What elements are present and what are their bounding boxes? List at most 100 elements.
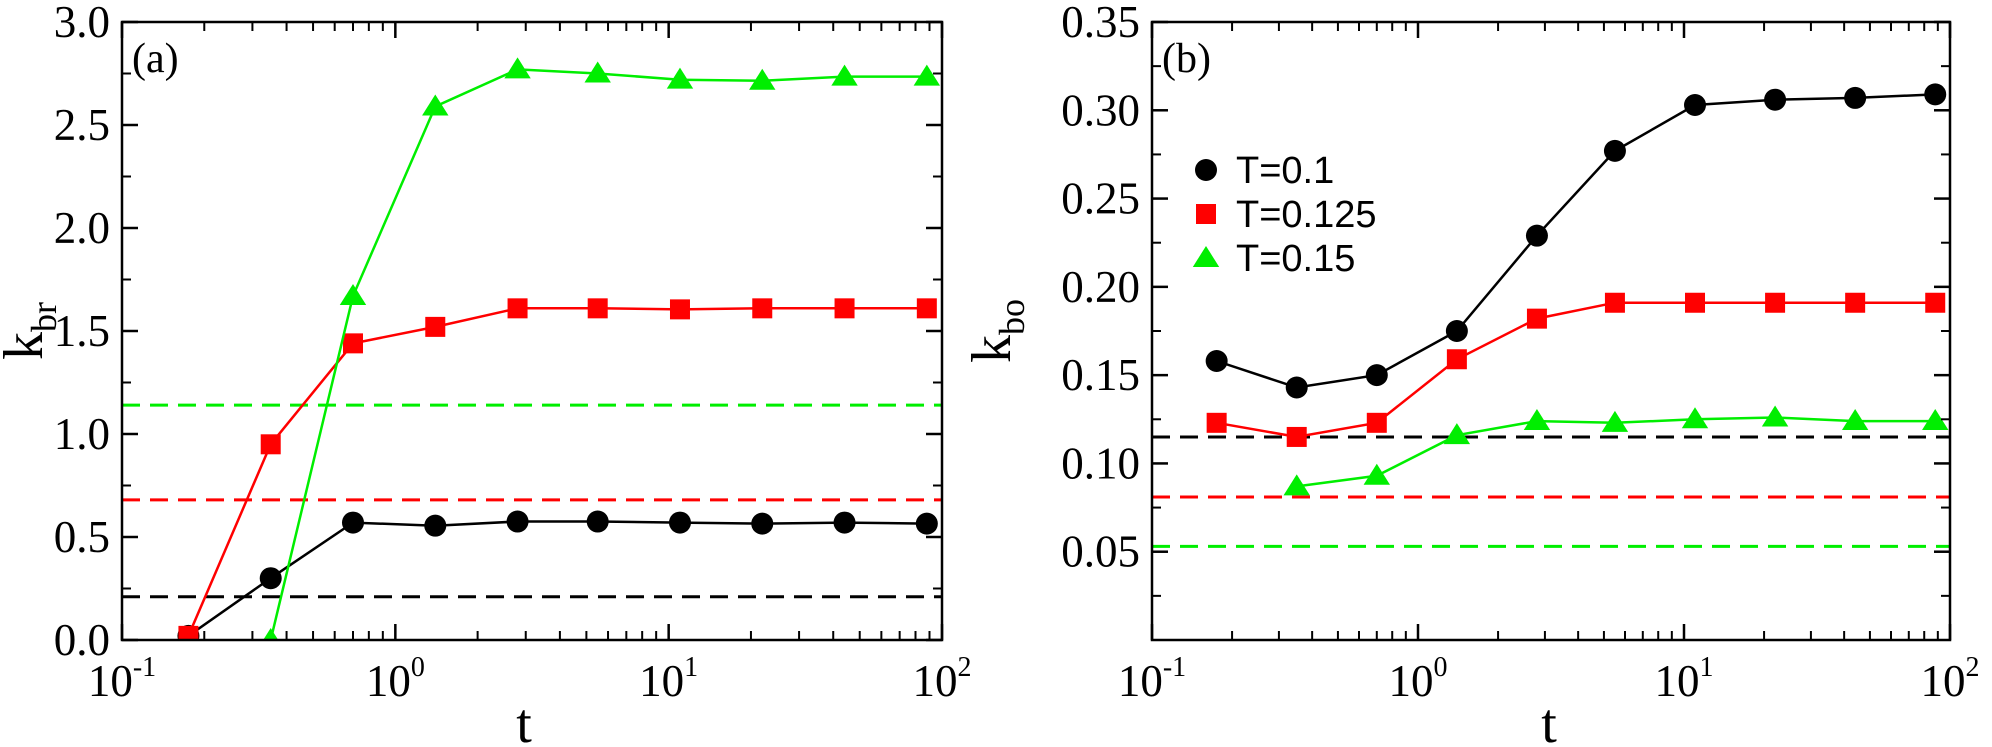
data-point-T=0.1-2	[1365, 364, 1388, 387]
data-point-T=0.15-0	[1283, 474, 1310, 496]
series-T=0.125	[1206, 292, 1946, 447]
x-tick-base: 10	[1655, 656, 1700, 706]
panel-label: (b)	[1162, 36, 1211, 82]
y-tick-label: 0.35	[1061, 0, 1140, 47]
data-point-T=0.15-3	[504, 57, 531, 79]
data-point-T=0.15-6	[749, 68, 776, 90]
y-tick-label: 0.25	[1061, 174, 1140, 224]
data-point-T=0.125-8	[1845, 292, 1866, 313]
data-point-T=0.125-6	[669, 299, 690, 320]
x-tick-base: 10	[639, 656, 684, 706]
y-tick-label: 0.30	[1061, 85, 1140, 135]
series-T=0.15	[1283, 405, 1949, 496]
data-point-T=0.1-4	[506, 510, 529, 533]
data-point-T=0.125-1	[260, 434, 281, 455]
y-axis-label-sub: br	[24, 302, 64, 332]
legend-label: T=0.125	[1236, 194, 1377, 236]
data-point-T=0.1-9	[1924, 83, 1947, 106]
data-point-T=0.15-1	[1363, 463, 1390, 485]
data-point-T=0.15-7	[831, 64, 858, 86]
data-point-T=0.1-4	[1525, 224, 1548, 247]
data-point-T=0.125-5	[1604, 292, 1625, 313]
x-tick-base: 10	[913, 656, 958, 706]
data-point-T=0.15-2	[422, 94, 449, 116]
series-line-T=0.125	[187, 307, 927, 637]
y-tick-label: 1.0	[54, 409, 110, 459]
x-tick-exponent: 0	[1434, 652, 1448, 683]
legend-marker-T=0.125	[1196, 204, 1216, 224]
legend-label: T=0.15	[1236, 238, 1355, 280]
data-point-T=0.15-8	[913, 64, 941, 86]
panel-a: 0.00.51.01.52.02.53.010-1100101102(a)tkb…	[0, 0, 972, 747]
data-point-T=0.1-3	[1445, 320, 1468, 342]
y-axis-label-main: k	[0, 332, 55, 360]
x-tick-label: 100	[1389, 652, 1448, 706]
legend-marker-T=0.1	[1195, 159, 1217, 181]
x-tick-label: 101	[1655, 652, 1714, 706]
data-point-T=0.125-0	[1206, 412, 1227, 433]
y-axis-label: kbo	[961, 299, 1032, 363]
data-point-T=0.1-7	[751, 512, 774, 535]
y-tick-label: 3.0	[54, 0, 110, 47]
data-point-T=0.125-9	[916, 298, 937, 319]
y-tick-label: 0.05	[1061, 527, 1140, 577]
series-line-T=0.125	[1216, 301, 1936, 439]
data-point-T=0.15-5	[666, 67, 694, 89]
data-point-T=0.1-5	[586, 510, 609, 533]
legend-marker-T=0.15	[1192, 246, 1220, 267]
y-tick-label: 0.15	[1061, 350, 1140, 400]
x-tick-exponent: 2	[1966, 652, 1980, 683]
data-point-T=0.1-3	[424, 514, 447, 537]
data-point-T=0.15-6	[1761, 405, 1789, 427]
x-tick-exponent: 1	[684, 652, 698, 683]
x-tick-base: 10	[1921, 656, 1966, 706]
data-point-T=0.125-4	[1526, 308, 1547, 329]
y-tick-label: 2.0	[54, 203, 110, 253]
data-point-T=0.15-2	[1443, 423, 1471, 445]
data-point-T=0.15-0	[263, 628, 279, 640]
data-point-T=0.1-8	[833, 511, 856, 534]
data-point-T=0.15-1	[339, 283, 367, 305]
x-axis-label: t	[516, 693, 532, 747]
data-point-T=0.125-2	[1366, 412, 1387, 433]
y-axis-label: kbr	[0, 302, 64, 360]
data-point-T=0.1-6	[668, 511, 691, 534]
y-tick-label: 2.5	[54, 100, 110, 150]
data-point-T=0.125-6	[1685, 292, 1706, 313]
data-point-T=0.125-7	[1765, 292, 1786, 313]
data-point-T=0.1-9	[915, 512, 938, 535]
data-point-T=0.15-7	[1841, 409, 1869, 431]
data-point-T=0.125-7	[752, 298, 773, 319]
legend-label: T=0.1	[1236, 150, 1334, 192]
series-line-T=0.15	[269, 68, 927, 640]
panel-label: (a)	[132, 36, 179, 82]
plot-frame	[120, 20, 944, 642]
x-tick-base: 10	[366, 656, 411, 706]
x-tick-label: 102	[1921, 652, 1980, 706]
data-point-T=0.1-6	[1684, 93, 1707, 116]
series-T=0.15	[263, 57, 941, 640]
data-point-T=0.1-1	[259, 567, 282, 590]
y-axis-label-sub: bo	[992, 299, 1032, 335]
x-tick-label: 10-1	[88, 652, 156, 706]
series-T=0.1	[1205, 83, 1947, 399]
x-tick-exponent: 1	[1700, 652, 1714, 683]
series-T=0.1	[177, 510, 938, 640]
x-tick-label: 100	[366, 652, 425, 706]
x-tick-exponent: 2	[958, 652, 972, 683]
data-point-T=0.125-2	[342, 333, 363, 354]
y-tick-label: 1.5	[54, 306, 110, 356]
y-tick-label: 0.10	[1061, 438, 1140, 488]
x-axis-label: t	[1541, 693, 1557, 747]
data-point-T=0.1-7	[1764, 88, 1787, 111]
y-tick-label: 0.0	[54, 615, 110, 665]
data-point-T=0.125-3	[425, 316, 446, 337]
series-T=0.125	[178, 298, 937, 640]
x-tick-base: 10	[88, 656, 133, 706]
data-point-T=0.125-4	[507, 298, 528, 319]
data-point-T=0.15-4	[1601, 410, 1629, 432]
data-point-T=0.1-0	[1205, 350, 1228, 373]
data-point-T=0.15-3	[1523, 409, 1551, 431]
